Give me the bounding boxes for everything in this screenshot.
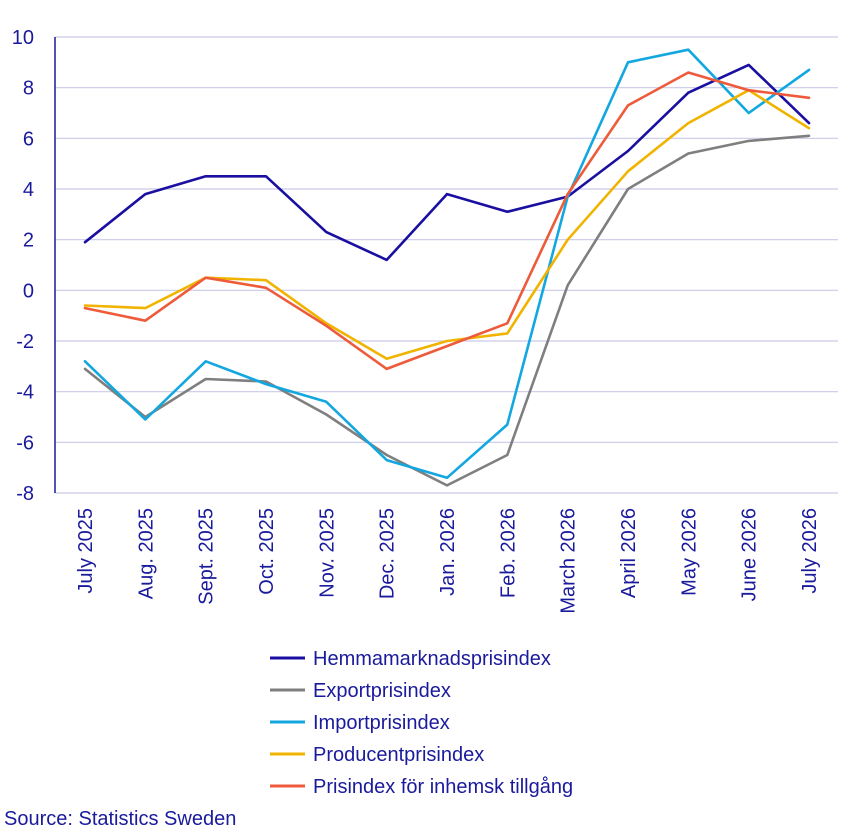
x-tick-label: Nov. 2025 bbox=[316, 508, 338, 598]
x-tick-label: March 2026 bbox=[558, 508, 580, 614]
y-tick-label: 0 bbox=[23, 280, 34, 302]
x-tick-label: Oct. 2025 bbox=[256, 508, 278, 595]
series-line bbox=[83, 48, 811, 480]
x-tick-label: Jan. 2026 bbox=[437, 508, 459, 596]
series-line bbox=[83, 71, 811, 371]
y-tick-label: 2 bbox=[23, 230, 34, 252]
x-tick-label: Sept. 2025 bbox=[196, 508, 218, 605]
legend-label: Exportprisindex bbox=[313, 680, 451, 702]
y-tick-label: -6 bbox=[16, 432, 34, 454]
y-tick-label: 4 bbox=[23, 179, 34, 201]
legend-label: Importprisindex bbox=[313, 712, 450, 734]
x-tick-label: July 2025 bbox=[75, 508, 97, 594]
x-tick-label: Feb. 2026 bbox=[497, 508, 519, 598]
x-axis-ticks: July 2025 Aug. 2025 Sept. 2025 Oct. 2025 Nov… bbox=[75, 508, 821, 614]
x-tick-label: Aug. 2025 bbox=[135, 508, 157, 599]
source-note: Source: Statistics Sweden bbox=[4, 808, 237, 830]
legend-label: Hemmamarknadsprisindex bbox=[313, 648, 551, 670]
x-tick-label: July 2026 bbox=[799, 508, 821, 594]
x-tick-label: April 2026 bbox=[618, 508, 640, 598]
x-tick-label: May 2026 bbox=[678, 508, 700, 596]
x-tick-label: Dec. 2025 bbox=[377, 508, 399, 599]
y-tick-label: 6 bbox=[23, 128, 34, 150]
series-line bbox=[83, 88, 811, 361]
series-line bbox=[83, 134, 811, 487]
y-tick-label: -2 bbox=[16, 331, 34, 353]
y-axis-ticks: -8 -6 -4 -2 0 2 4 6 8 10 bbox=[12, 27, 34, 505]
legend-label: Producentprisindex bbox=[313, 744, 484, 766]
y-tick-label: 10 bbox=[12, 27, 34, 49]
legend: Hemmamarknadsprisindex Exportprisindex Imp… bbox=[270, 648, 573, 798]
y-tick-label: -4 bbox=[16, 382, 34, 404]
y-tick-label: 8 bbox=[23, 78, 34, 100]
legend-label: Prisindex för inhemsk tillgång bbox=[313, 776, 573, 798]
series-lines bbox=[83, 48, 811, 487]
x-tick-label: June 2026 bbox=[739, 508, 761, 601]
y-tick-label: -8 bbox=[16, 483, 34, 505]
series-line bbox=[83, 63, 811, 262]
